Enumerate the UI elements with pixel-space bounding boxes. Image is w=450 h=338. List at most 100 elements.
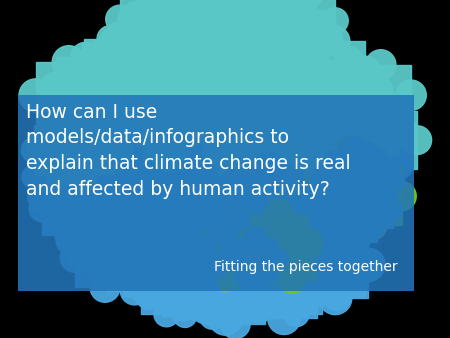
Circle shape bbox=[292, 118, 312, 137]
Circle shape bbox=[238, 147, 268, 177]
Circle shape bbox=[240, 226, 273, 259]
Bar bbox=[212, 190, 270, 249]
Bar bbox=[234, 238, 278, 281]
Circle shape bbox=[245, 270, 267, 292]
Circle shape bbox=[81, 84, 95, 99]
Circle shape bbox=[319, 215, 352, 248]
Circle shape bbox=[99, 27, 132, 61]
Circle shape bbox=[165, 211, 197, 243]
Circle shape bbox=[162, 136, 194, 168]
Circle shape bbox=[99, 114, 115, 129]
Circle shape bbox=[105, 44, 119, 57]
Circle shape bbox=[252, 113, 279, 140]
Circle shape bbox=[170, 185, 196, 211]
Circle shape bbox=[89, 106, 121, 138]
Circle shape bbox=[86, 198, 109, 222]
Circle shape bbox=[357, 173, 373, 190]
Circle shape bbox=[225, 99, 256, 130]
Circle shape bbox=[106, 118, 124, 136]
Circle shape bbox=[248, 182, 272, 206]
Circle shape bbox=[262, 0, 288, 8]
Circle shape bbox=[303, 14, 324, 34]
Circle shape bbox=[126, 144, 141, 159]
Bar bbox=[273, 155, 311, 194]
Bar bbox=[210, 176, 243, 210]
Circle shape bbox=[95, 234, 110, 249]
Circle shape bbox=[238, 26, 260, 47]
Circle shape bbox=[200, 227, 233, 260]
Circle shape bbox=[180, 298, 194, 312]
Circle shape bbox=[232, 126, 246, 140]
Circle shape bbox=[167, 87, 193, 113]
Circle shape bbox=[177, 223, 200, 246]
Circle shape bbox=[181, 76, 197, 92]
Circle shape bbox=[55, 222, 80, 247]
Circle shape bbox=[205, 72, 218, 84]
Circle shape bbox=[261, 257, 280, 276]
Circle shape bbox=[221, 0, 243, 21]
Bar bbox=[73, 229, 103, 258]
Circle shape bbox=[253, 152, 286, 186]
Circle shape bbox=[86, 79, 119, 112]
Circle shape bbox=[292, 78, 310, 95]
Circle shape bbox=[202, 18, 226, 42]
Circle shape bbox=[353, 142, 368, 156]
Circle shape bbox=[139, 141, 167, 169]
Circle shape bbox=[167, 97, 186, 116]
Bar bbox=[307, 119, 336, 147]
Circle shape bbox=[21, 138, 46, 163]
Circle shape bbox=[381, 177, 405, 200]
Circle shape bbox=[315, 243, 344, 272]
Circle shape bbox=[188, 99, 220, 131]
Circle shape bbox=[301, 126, 315, 141]
Bar bbox=[220, 62, 246, 87]
Circle shape bbox=[283, 250, 298, 266]
Circle shape bbox=[167, 194, 200, 227]
Circle shape bbox=[166, 288, 199, 321]
Circle shape bbox=[98, 90, 120, 112]
Circle shape bbox=[172, 77, 190, 95]
Circle shape bbox=[155, 33, 168, 46]
Text: Fitting the pieces together: Fitting the pieces together bbox=[214, 260, 398, 274]
Circle shape bbox=[236, 179, 264, 208]
Circle shape bbox=[200, 215, 229, 243]
Circle shape bbox=[176, 7, 204, 34]
Circle shape bbox=[351, 255, 379, 283]
Circle shape bbox=[253, 219, 286, 253]
Circle shape bbox=[237, 73, 261, 97]
Circle shape bbox=[110, 112, 139, 141]
Bar bbox=[278, 26, 308, 56]
Bar bbox=[358, 149, 384, 175]
Circle shape bbox=[141, 62, 167, 87]
Circle shape bbox=[134, 0, 162, 5]
Circle shape bbox=[154, 251, 179, 276]
Circle shape bbox=[243, 194, 270, 221]
Circle shape bbox=[328, 100, 346, 118]
Bar bbox=[327, 243, 354, 270]
Circle shape bbox=[270, 8, 297, 34]
Circle shape bbox=[279, 86, 306, 113]
Circle shape bbox=[133, 255, 166, 288]
Bar bbox=[113, 79, 158, 123]
Circle shape bbox=[176, 149, 194, 168]
Circle shape bbox=[308, 219, 337, 248]
Circle shape bbox=[251, 221, 273, 244]
Circle shape bbox=[365, 134, 378, 147]
Circle shape bbox=[136, 158, 154, 176]
Circle shape bbox=[90, 212, 112, 233]
Bar bbox=[255, 251, 302, 297]
Circle shape bbox=[353, 152, 370, 169]
Circle shape bbox=[120, 192, 139, 211]
Circle shape bbox=[208, 194, 233, 218]
Circle shape bbox=[203, 0, 232, 13]
Circle shape bbox=[172, 220, 201, 249]
Bar bbox=[189, 48, 226, 86]
Circle shape bbox=[247, 129, 277, 159]
Circle shape bbox=[334, 87, 348, 101]
Circle shape bbox=[294, 252, 322, 281]
Bar bbox=[244, 203, 288, 247]
Circle shape bbox=[252, 59, 279, 86]
Circle shape bbox=[244, 80, 267, 102]
Circle shape bbox=[80, 219, 95, 234]
Circle shape bbox=[130, 140, 145, 156]
